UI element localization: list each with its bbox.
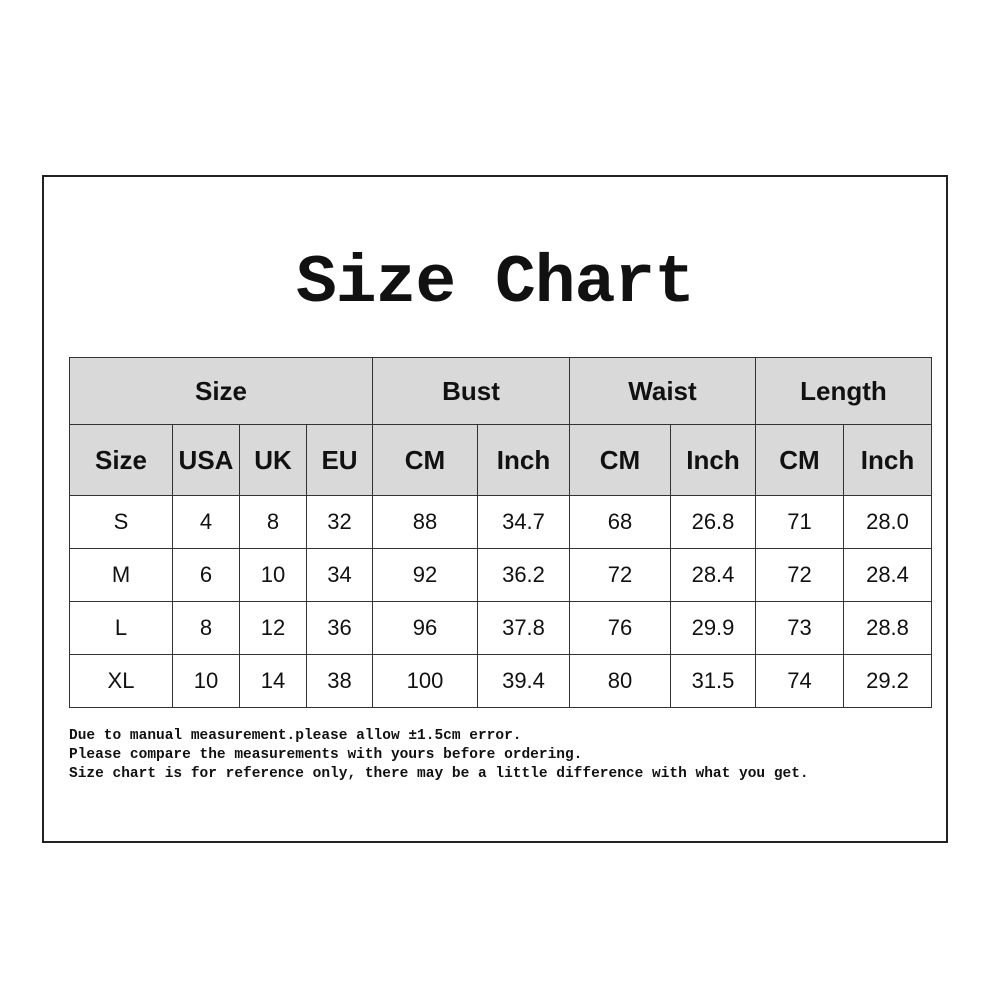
table-cell: 10 [172,654,240,708]
table-cell: 6 [172,548,240,602]
table-row: S 4 8 32 88 34.7 68 26.8 71 28.0 [69,495,932,549]
table-row: XL 10 14 38 100 39.4 80 31.5 74 29.2 [69,654,932,708]
table-cell: L [69,601,173,655]
sub-header-row: Size USA UK EU CM Inch CM Inch CM Inch [69,424,932,496]
group-header-waist: Waist [569,357,756,425]
table-cell: 68 [569,495,671,549]
table-cell: 36 [306,601,373,655]
table-cell: 28.0 [843,495,932,549]
table-cell: XL [69,654,173,708]
sub-header-cell: Inch [843,424,932,496]
table-cell: 72 [569,548,671,602]
table-cell: 28.4 [843,548,932,602]
table-cell: 38 [306,654,373,708]
table-cell: 96 [372,601,478,655]
table-row: M 6 10 34 92 36.2 72 28.4 72 28.4 [69,548,932,602]
sub-header-cell: UK [239,424,307,496]
sub-header-cell: CM [755,424,844,496]
table-cell: 39.4 [477,654,570,708]
table-cell: 8 [172,601,240,655]
table-cell: 34.7 [477,495,570,549]
table-cell: 92 [372,548,478,602]
sub-header-cell: CM [372,424,478,496]
sub-header-cell: USA [172,424,240,496]
sub-header-cell: EU [306,424,373,496]
table-cell: 36.2 [477,548,570,602]
table-cell: S [69,495,173,549]
group-header-row: Size Bust Waist Length [69,357,932,425]
table-row: L 8 12 36 96 37.8 76 29.9 73 28.8 [69,601,932,655]
table-cell: 29.2 [843,654,932,708]
table-cell: 4 [172,495,240,549]
table-cell: 8 [239,495,307,549]
note-line: Size chart is for reference only, there … [69,766,809,782]
table-cell: 76 [569,601,671,655]
table-cell: 29.9 [670,601,756,655]
page-title: Size Chart [295,245,695,322]
table-cell: 34 [306,548,373,602]
notes: Due to manual measurement.please allow ±… [69,727,809,784]
sub-header-cell: Inch [670,424,756,496]
note-line: Please compare the measurements with you… [69,747,583,763]
group-header-size: Size [69,357,373,425]
table-cell: 88 [372,495,478,549]
table-cell: 73 [755,601,844,655]
group-header-length: Length [755,357,932,425]
table-cell: 72 [755,548,844,602]
table-cell: 32 [306,495,373,549]
table-cell: M [69,548,173,602]
size-table: Size Bust Waist Length Size USA UK EU CM Inch… [69,357,932,708]
table-cell: 71 [755,495,844,549]
table-cell: 31.5 [670,654,756,708]
table-cell: 28.4 [670,548,756,602]
table-cell: 12 [239,601,307,655]
group-header-bust: Bust [372,357,570,425]
table-cell: 14 [239,654,307,708]
table-cell: 74 [755,654,844,708]
table-cell: 80 [569,654,671,708]
note-line: Due to manual measurement.please allow ±… [69,728,522,744]
table-cell: 28.8 [843,601,932,655]
sub-header-cell: CM [569,424,671,496]
sub-header-cell: Size [69,424,173,496]
table-cell: 26.8 [670,495,756,549]
chart-frame [42,175,948,843]
table-cell: 37.8 [477,601,570,655]
sub-header-cell: Inch [477,424,570,496]
table-cell: 10 [239,548,307,602]
table-cell: 100 [372,654,478,708]
